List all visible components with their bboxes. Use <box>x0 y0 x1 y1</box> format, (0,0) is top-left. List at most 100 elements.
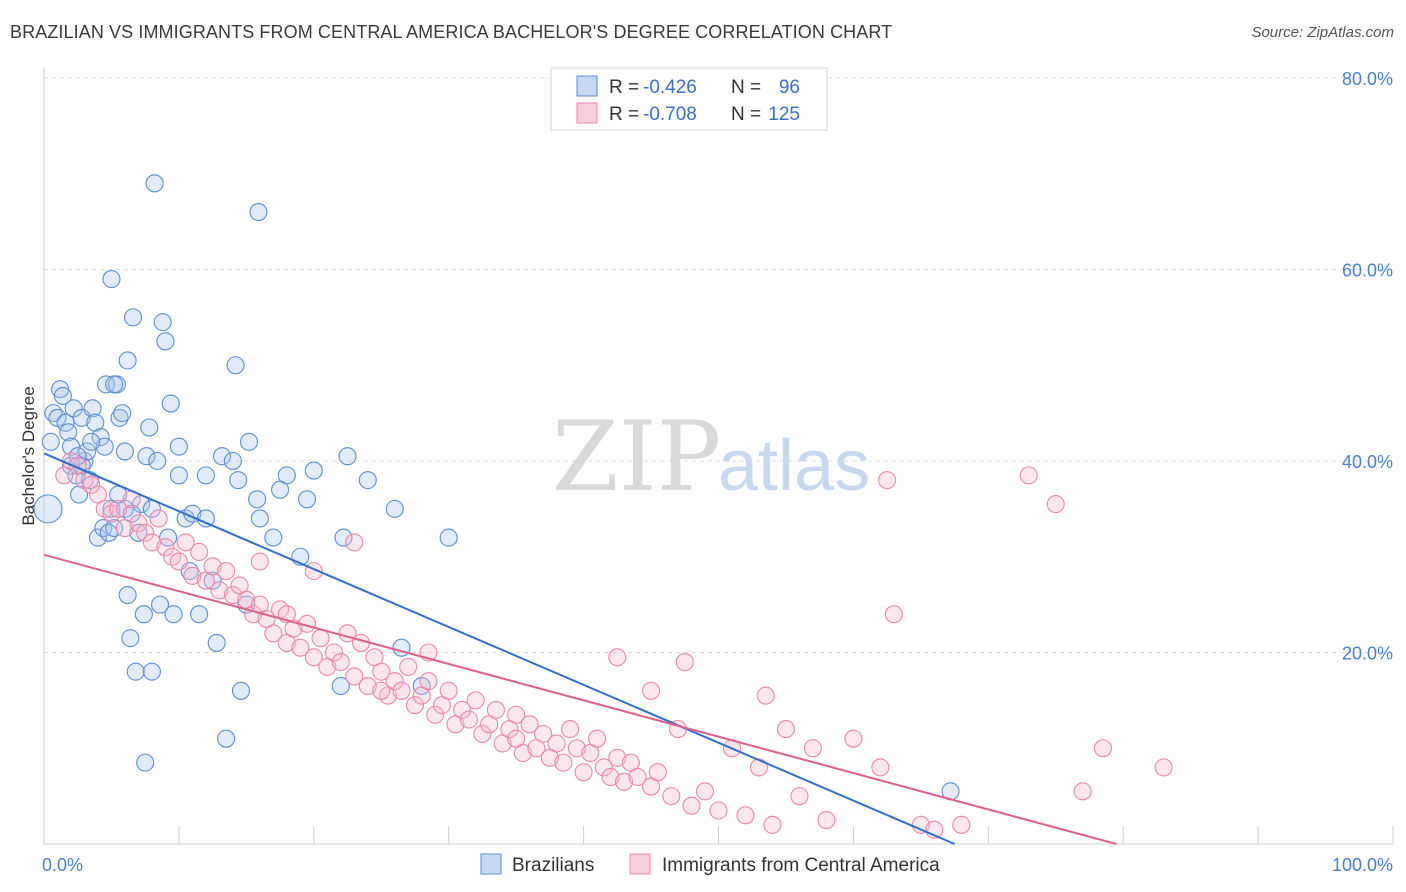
brazilians-point <box>102 270 121 289</box>
immigrants-point <box>304 648 323 667</box>
immigrants-point <box>459 710 478 729</box>
bottom-legend-swatch-pink <box>629 853 651 875</box>
brazilians-point <box>126 662 145 681</box>
immigrants-point <box>372 681 391 700</box>
bottom-legend-label-brazilians: Brazilians <box>512 855 594 876</box>
y-tick-label: 80.0% <box>1342 69 1393 89</box>
brazilians-point <box>83 399 102 418</box>
immigrants-point <box>513 743 532 763</box>
immigrants-point <box>486 700 505 720</box>
watermark: ZIP atlas <box>552 401 870 513</box>
immigrants-point <box>324 643 344 662</box>
immigrants-point <box>709 801 728 820</box>
immigrants-point <box>156 538 175 557</box>
immigrants-point <box>567 739 586 758</box>
brazilians-point <box>53 386 72 405</box>
immigrants-point <box>169 552 188 571</box>
brazilians-point <box>156 332 175 351</box>
immigrants-point <box>419 672 438 691</box>
immigrants-point <box>183 566 202 585</box>
immigrants-point <box>790 787 809 806</box>
x-tick-labels: 0.0% 100.0% <box>42 855 1393 875</box>
immigrants-point <box>817 811 836 830</box>
trend-lines <box>43 452 1117 845</box>
brazilians-point <box>110 408 129 427</box>
legend-n-label: N = <box>731 104 761 125</box>
immigrants-point <box>439 681 458 700</box>
brazilians-point <box>229 471 248 490</box>
immigrants-point <box>534 724 553 743</box>
data-points <box>33 174 1173 839</box>
brazilians-point <box>271 480 290 499</box>
chart-title: BRAZILIAN VS IMMIGRANTS FROM CENTRAL AME… <box>10 22 893 42</box>
immigrants-point <box>1073 782 1092 801</box>
bottom-legend-label-immigrants: Immigrants from Central America <box>662 855 940 876</box>
brazilians-point <box>91 428 110 447</box>
brazilians-point <box>134 605 153 624</box>
brazilians-point <box>99 523 118 542</box>
immigrants-point <box>561 720 580 739</box>
brazilians-point <box>264 528 283 547</box>
brazilians-point <box>226 356 245 375</box>
legend-r-value: -0.708 <box>643 104 697 125</box>
immigrants-point <box>588 729 607 748</box>
immigrants-point <box>628 767 647 787</box>
legend-r-value: -0.426 <box>643 77 697 98</box>
bottom-legend: Brazilians Immigrants from Central Ameri… <box>480 853 940 876</box>
brazilians-point <box>140 418 159 437</box>
brazilians-point <box>94 518 113 538</box>
brazilians-point <box>95 437 114 456</box>
watermark-zip: ZIP <box>552 401 721 513</box>
brazilians-point <box>164 605 183 624</box>
brazilians-point <box>153 313 172 332</box>
grid-lines <box>44 77 1393 653</box>
brazilians-point <box>298 490 317 509</box>
brazilians-point <box>385 499 404 518</box>
brazilians-point <box>142 662 161 681</box>
legend-n-value: 125 <box>768 104 800 125</box>
immigrants-point <box>210 581 229 600</box>
x-tick-label: 0.0% <box>42 855 83 875</box>
brazilians-point <box>145 174 164 193</box>
immigrants-point <box>223 585 242 605</box>
brazilians-point <box>358 471 377 490</box>
immigrants-point <box>311 629 330 648</box>
y-tick-labels: 20.0% 40.0% 60.0% 80.0% <box>1342 69 1393 664</box>
immigrants-point <box>648 763 667 782</box>
immigrants-point <box>1093 739 1113 758</box>
brazilians-point <box>82 432 101 451</box>
brazilians-point <box>123 308 143 327</box>
legend-swatch-blue <box>576 75 598 97</box>
immigrants-point <box>601 767 620 787</box>
y-tick-label: 20.0% <box>1342 644 1393 664</box>
chart-source: Source: ZipAtlas.com <box>1251 24 1394 41</box>
brazilians-point <box>331 676 350 696</box>
immigrants-point <box>844 729 863 748</box>
axes <box>43 68 1394 845</box>
immigrants-point <box>392 681 411 700</box>
immigrants-point <box>763 815 782 834</box>
immigrants-point <box>884 605 903 624</box>
brazilians-point <box>105 375 124 394</box>
immigrants-point <box>1046 495 1065 514</box>
legend-r-label: R = <box>609 104 639 125</box>
brazilians-point <box>33 494 63 524</box>
brazilians-point <box>231 681 251 700</box>
immigrants-point <box>291 638 310 657</box>
immigrants-point <box>952 815 971 834</box>
brazilians-point <box>137 447 156 466</box>
brazilians-point <box>249 203 268 222</box>
brazilians-point <box>169 437 188 456</box>
brazilians-point <box>250 509 269 528</box>
brazilians-point <box>338 447 357 466</box>
immigrants-point <box>574 763 593 782</box>
immigrants-point <box>129 514 148 533</box>
immigrants-point <box>1019 466 1038 485</box>
immigrants-point <box>136 523 155 542</box>
immigrants-point <box>426 705 445 724</box>
brazilians-point <box>196 466 215 485</box>
legend-swatch-pink <box>576 102 598 124</box>
immigrants-point <box>142 533 161 552</box>
y-axis-label: Bachelor's Degree <box>19 386 38 525</box>
brazilians-point <box>118 585 137 605</box>
